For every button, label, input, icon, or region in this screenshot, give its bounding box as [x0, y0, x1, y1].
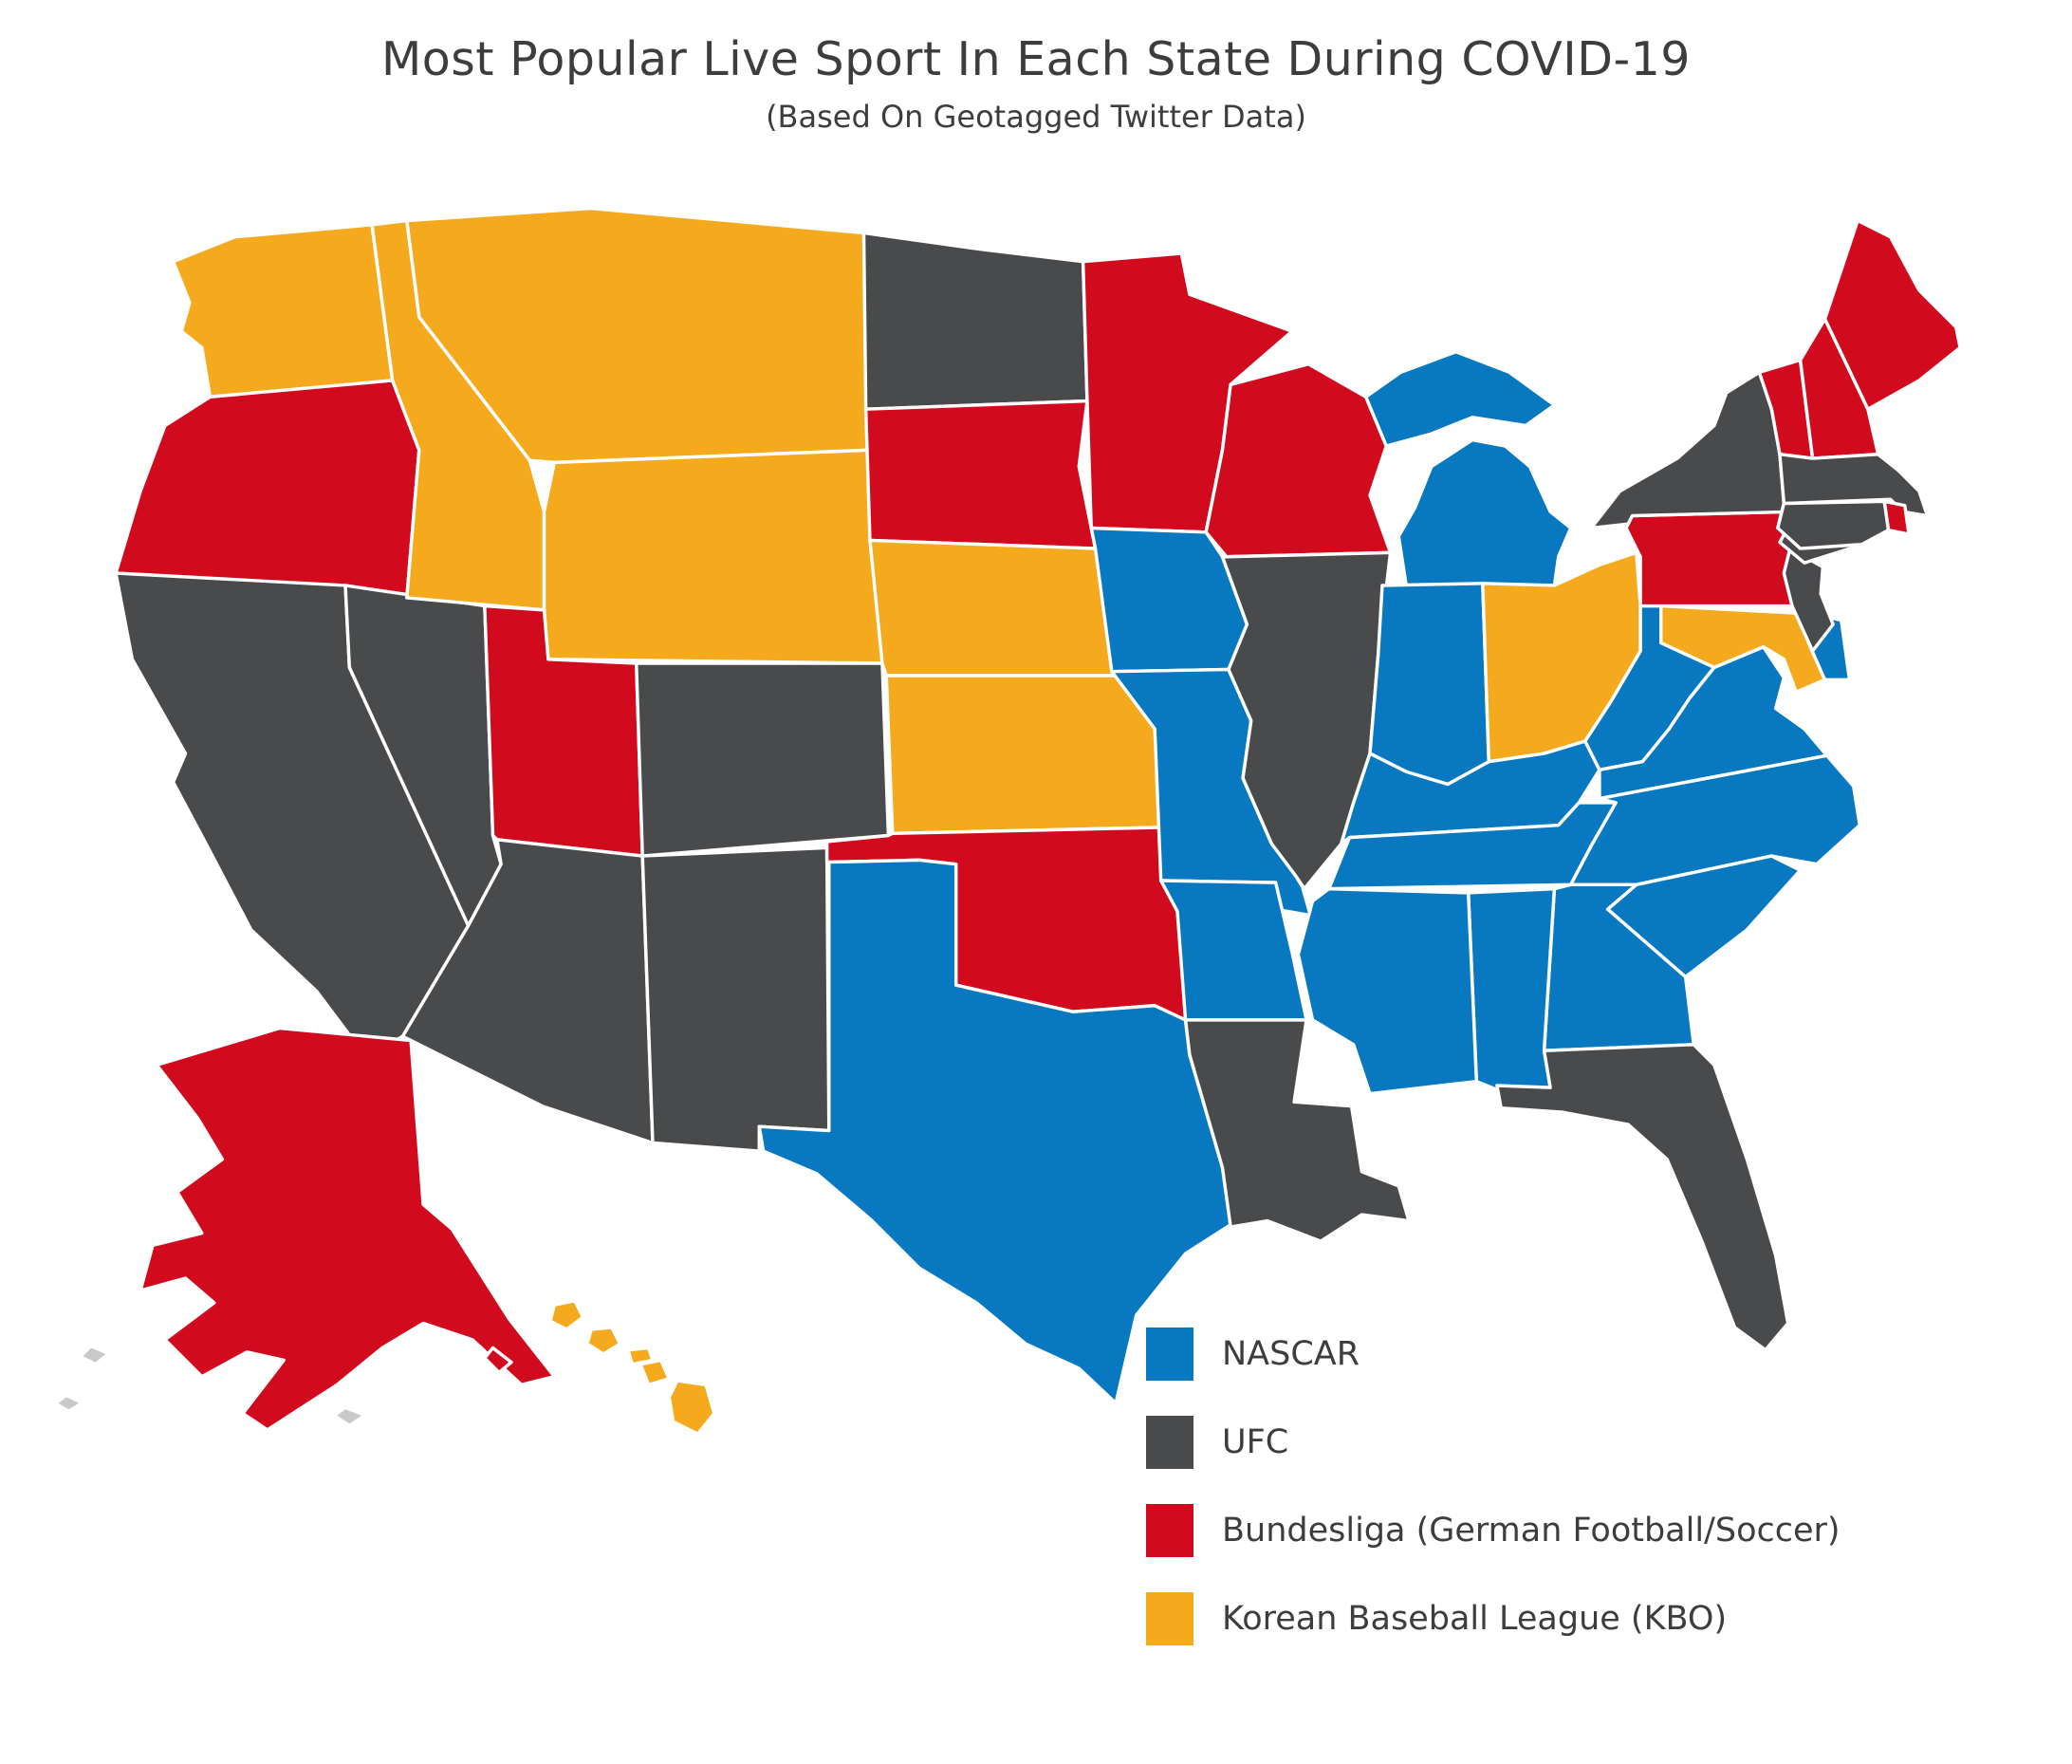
- state-new-jersey: [1782, 547, 1835, 653]
- legend-swatch-ufc: [1146, 1416, 1193, 1469]
- state-alaska: [139, 1026, 557, 1432]
- page-subtitle: (Based On Geotagged Twitter Data): [766, 99, 1306, 135]
- state-mississippi: [1296, 886, 1479, 1096]
- state-wyoming: [542, 448, 884, 665]
- state-hawaii-oahu: [585, 1326, 622, 1356]
- legend-item-ufc: UFC: [1146, 1416, 1841, 1469]
- small-island: [337, 1409, 362, 1424]
- legend-label-kbo: Korean Baseball League (KBO): [1222, 1600, 1728, 1638]
- legend-label-ufc: UFC: [1222, 1423, 1289, 1461]
- state-oregon: [114, 379, 421, 600]
- state-hawaii-kauai: [548, 1299, 585, 1331]
- lower-48-states: [114, 206, 1962, 1405]
- legend-swatch-kbo: [1146, 1592, 1193, 1645]
- state-connecticut: [1776, 499, 1891, 550]
- state-maine: [1822, 218, 1962, 411]
- state-washington: [171, 223, 395, 399]
- us-choropleth-map: [58, 206, 1962, 1436]
- state-kansas: [884, 674, 1167, 836]
- state-alaska-island: [483, 1346, 513, 1375]
- legend-label-nascar: NASCAR: [1222, 1335, 1360, 1373]
- state-indiana: [1368, 582, 1491, 787]
- legend-item-kbo: Korean Baseball League (KBO): [1146, 1592, 1841, 1645]
- state-texas: [757, 858, 1239, 1405]
- legend: NASCAR UFC Bundesliga (German Football/S…: [1146, 1328, 1841, 1680]
- small-island: [83, 1347, 106, 1363]
- state-north-dakota: [861, 231, 1089, 411]
- small-island: [58, 1397, 80, 1410]
- state-louisiana: [1183, 1018, 1411, 1243]
- legend-swatch-nascar: [1146, 1328, 1193, 1381]
- state-new-hampshire: [1798, 317, 1880, 460]
- state-new-mexico: [640, 845, 831, 1153]
- legend-label-bundesliga: Bundesliga (German Football/Soccer): [1222, 1512, 1841, 1550]
- state-hawaii-maui: [638, 1358, 672, 1387]
- legend-item-bundesliga: Bundesliga (German Football/Soccer): [1146, 1504, 1841, 1557]
- alaska-inset: [58, 1026, 557, 1432]
- legend-item-nascar: NASCAR: [1146, 1328, 1841, 1381]
- state-michigan: [1363, 349, 1573, 592]
- state-alabama: [1466, 886, 1557, 1092]
- hawaii-inset: [548, 1299, 716, 1436]
- state-south-dakota: [863, 399, 1098, 550]
- page-title: Most Popular Live Sport In Each State Du…: [381, 32, 1691, 86]
- state-florida: [1495, 1043, 1790, 1352]
- state-wisconsin: [1204, 362, 1393, 559]
- state-hawaii-big-island: [667, 1379, 716, 1436]
- legend-swatch-bundesliga: [1146, 1504, 1193, 1557]
- state-colorado: [634, 661, 891, 858]
